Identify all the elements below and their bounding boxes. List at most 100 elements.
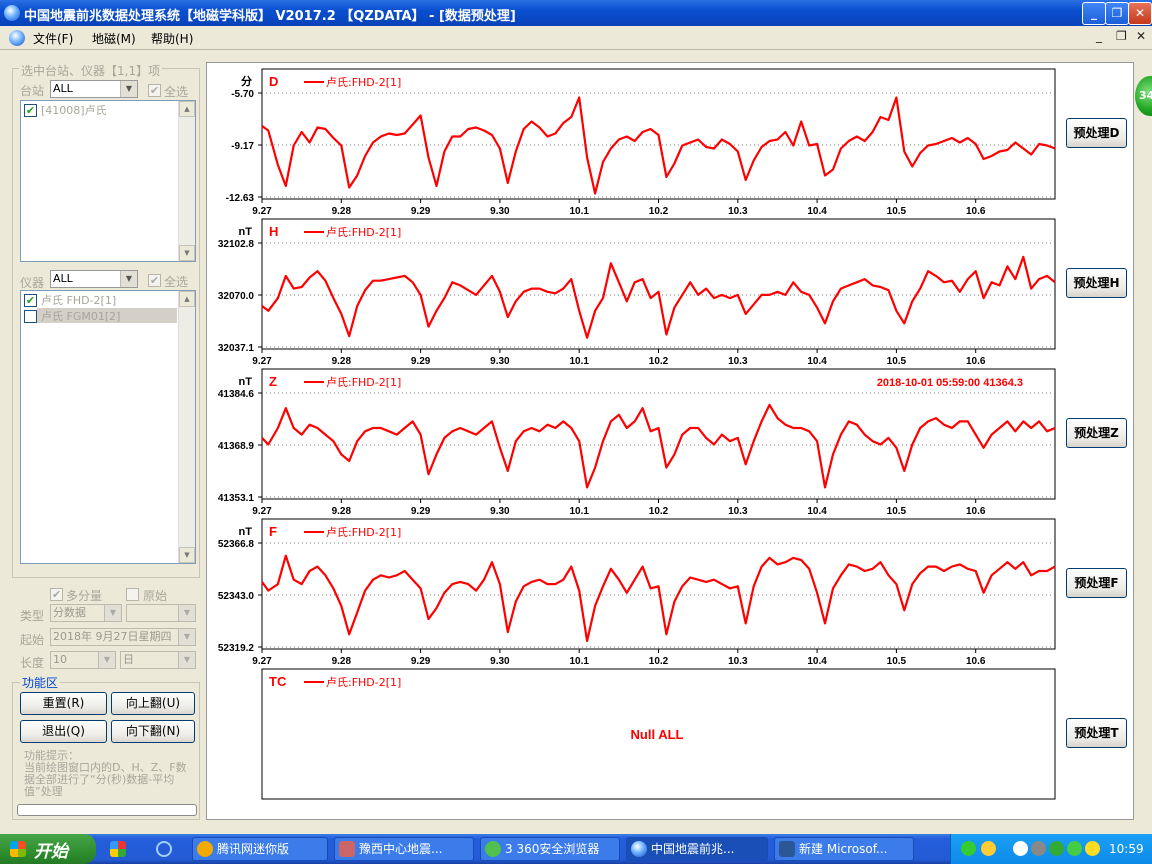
y-tick-label-d: -12.63 — [226, 193, 255, 204]
instrument-combo-value: ALL — [53, 272, 73, 285]
maximize-button[interactable]: ❐ — [1105, 2, 1129, 25]
x-tick-label-f: 9.28 — [332, 656, 352, 667]
legend-label-f: 卢氏:FHD-2[1] — [326, 526, 401, 539]
station-list-scrollbar[interactable]: ▲ ▼ — [178, 101, 195, 261]
scroll-down-icon[interactable]: ▼ — [179, 547, 195, 563]
start-date-picker[interactable]: 2018年 9月27日星期四 ▼ — [50, 628, 196, 646]
plot-frame-tc — [261, 668, 1056, 800]
side-badge[interactable]: 34 — [1135, 76, 1152, 116]
x-tick-label-h: 9.29 — [411, 356, 431, 367]
station-list[interactable]: ✔ [41008]卢氏 ▲ ▼ — [20, 100, 196, 262]
x-tick-label-d: 9.28 — [332, 206, 352, 217]
x-tick-label-z: 9.29 — [411, 506, 431, 517]
menu-geomagnetic[interactable]: 地磁(M) — [92, 32, 136, 46]
tray-app-icon[interactable] — [961, 841, 976, 856]
original-checkbox[interactable] — [126, 588, 139, 601]
taskbar-item[interactable]: 3 360安全浏览器 — [480, 837, 620, 861]
taskbar-item[interactable]: 新建 Microsof... — [774, 837, 914, 861]
taskbar-item[interactable]: 腾讯网迷你版 — [192, 837, 328, 861]
station-selectall-checkbox[interactable]: ✔ — [148, 84, 161, 97]
length-label: 长度 — [20, 656, 45, 670]
windows-logo-icon — [10, 841, 26, 857]
exit-button[interactable]: 退出(Q) — [20, 720, 107, 743]
instrument-list[interactable]: ✔ 卢氏 FHD-2[1] 卢氏 FGM01[2] ▲ ▼ — [20, 290, 196, 564]
ie-icon[interactable] — [156, 841, 172, 857]
scroll-up-icon[interactable]: ▲ — [179, 101, 195, 117]
x-tick-label-z: 10.6 — [966, 506, 986, 517]
tray-qq-icon[interactable] — [981, 841, 996, 856]
x-tick-label-h: 9.28 — [332, 356, 352, 367]
page-up-button[interactable]: 向上翻(U) — [111, 692, 195, 715]
x-tick-label-h: 10.1 — [569, 356, 589, 367]
tray-plus-icon[interactable] — [1085, 841, 1100, 856]
taskbar-item-label: 3 360安全浏览器 — [505, 842, 600, 856]
instrument-selectall-label: 全选 — [164, 275, 189, 289]
x-tick-label-d: 10.2 — [649, 206, 669, 217]
instrument-list-scrollbar[interactable]: ▲ ▼ — [178, 291, 195, 563]
reset-button[interactable]: 重置(R) — [20, 692, 107, 715]
preprocess-h-button[interactable]: 预处理H — [1066, 268, 1127, 298]
x-tick-label-d: 10.4 — [807, 206, 827, 217]
length-combo[interactable]: 10 ▼ — [50, 651, 116, 669]
component-label-tc: TC — [269, 674, 287, 689]
x-tick-label-f: 10.6 — [966, 656, 986, 667]
scroll-up-icon[interactable]: ▲ — [179, 291, 195, 307]
taskbar-item[interactable]: 豫西中心地震... — [334, 837, 474, 861]
station-combo[interactable]: ALL ▼ — [50, 80, 138, 98]
progress-bar — [17, 804, 197, 816]
scroll-down-icon[interactable]: ▼ — [179, 245, 195, 261]
quicklaunch-app-icon[interactable] — [110, 841, 126, 857]
tray-shield-icon[interactable] — [1049, 841, 1064, 856]
type-sub-combo[interactable]: ▼ — [126, 604, 196, 622]
preprocess-t-button[interactable]: 预处理T — [1066, 718, 1127, 748]
x-tick-label-h: 10.6 — [966, 356, 986, 367]
preprocess-d-button[interactable]: 预处理D — [1066, 118, 1127, 148]
taskbar-item-active[interactable]: 中国地震前兆... — [626, 837, 768, 861]
x-tick-label-f: 10.3 — [728, 656, 748, 667]
tray-bell-icon[interactable] — [1013, 841, 1028, 856]
y-tick-label-f: 52319.2 — [218, 643, 255, 654]
y-tick-label-d: -9.17 — [231, 141, 254, 152]
preprocess-z-button[interactable]: 预处理Z — [1066, 418, 1127, 448]
tray-arrow-icon[interactable] — [1067, 841, 1082, 856]
preprocess-f-button[interactable]: 预处理F — [1066, 568, 1127, 598]
station-item-checkbox[interactable]: ✔ — [24, 104, 37, 117]
instrument-item-checkbox[interactable] — [24, 310, 37, 323]
window-title: 中国地震前兆数据处理系统【地磁学科版】 V2017.2 【QZDATA】 - [… — [24, 9, 516, 24]
function-hint: 功能提示： 当前绘图窗口内的D、H、Z、F数据全部进行了“分(秒)数据-平均值”… — [24, 749, 187, 798]
close-button[interactable]: ✕ — [1128, 2, 1152, 25]
legend-label-tc: 卢氏:FHD-2[1] — [326, 676, 401, 689]
x-tick-label-z: 10.2 — [649, 506, 669, 517]
start-button[interactable]: 开始 — [0, 834, 96, 864]
station-combo-value: ALL — [53, 82, 73, 95]
app-globe-icon — [4, 5, 20, 21]
x-tick-label-z: 9.30 — [490, 506, 510, 517]
type-combo[interactable]: 分数据 ▼ — [50, 604, 122, 622]
taskbar-item-label: 腾讯网迷你版 — [217, 842, 290, 856]
mdi-minimize-button[interactable]: _ — [1096, 29, 1102, 43]
start-date-value: 2018年 9月27日星期四 — [53, 630, 172, 643]
function-group — [12, 682, 200, 820]
x-tick-label-f: 9.29 — [411, 656, 431, 667]
station-selectall-label: 全选 — [164, 85, 189, 99]
length-unit-combo[interactable]: 日 ▼ — [120, 651, 196, 669]
page-down-button[interactable]: 向下翻(N) — [111, 720, 195, 743]
instrument-item-checkbox[interactable]: ✔ — [24, 294, 37, 307]
y-tick-label-f: 52343.0 — [218, 591, 255, 602]
instrument-selectall-checkbox[interactable]: ✔ — [148, 274, 161, 287]
menu-help[interactable]: 帮助(H) — [151, 32, 194, 46]
multi-component-checkbox[interactable]: ✔ — [50, 588, 63, 601]
length-unit-value: 日 — [123, 653, 134, 666]
menu-file[interactable]: 文件(F) — [33, 32, 74, 46]
app-globe-icon — [631, 841, 647, 857]
component-label-d: D — [269, 74, 278, 89]
tray-disk-icon[interactable] — [1031, 841, 1046, 856]
document-globe-icon — [9, 30, 25, 46]
x-tick-label-d: 10.3 — [728, 206, 748, 217]
y-tick-label-h: 32102.8 — [218, 239, 255, 250]
mdi-close-button[interactable]: ✕ — [1136, 29, 1147, 43]
mdi-restore-button[interactable]: ❐ — [1116, 29, 1127, 43]
instrument-combo[interactable]: ALL ▼ — [50, 270, 138, 288]
minimize-button[interactable]: _ — [1082, 2, 1106, 25]
chevron-down-icon: ▼ — [120, 271, 137, 287]
